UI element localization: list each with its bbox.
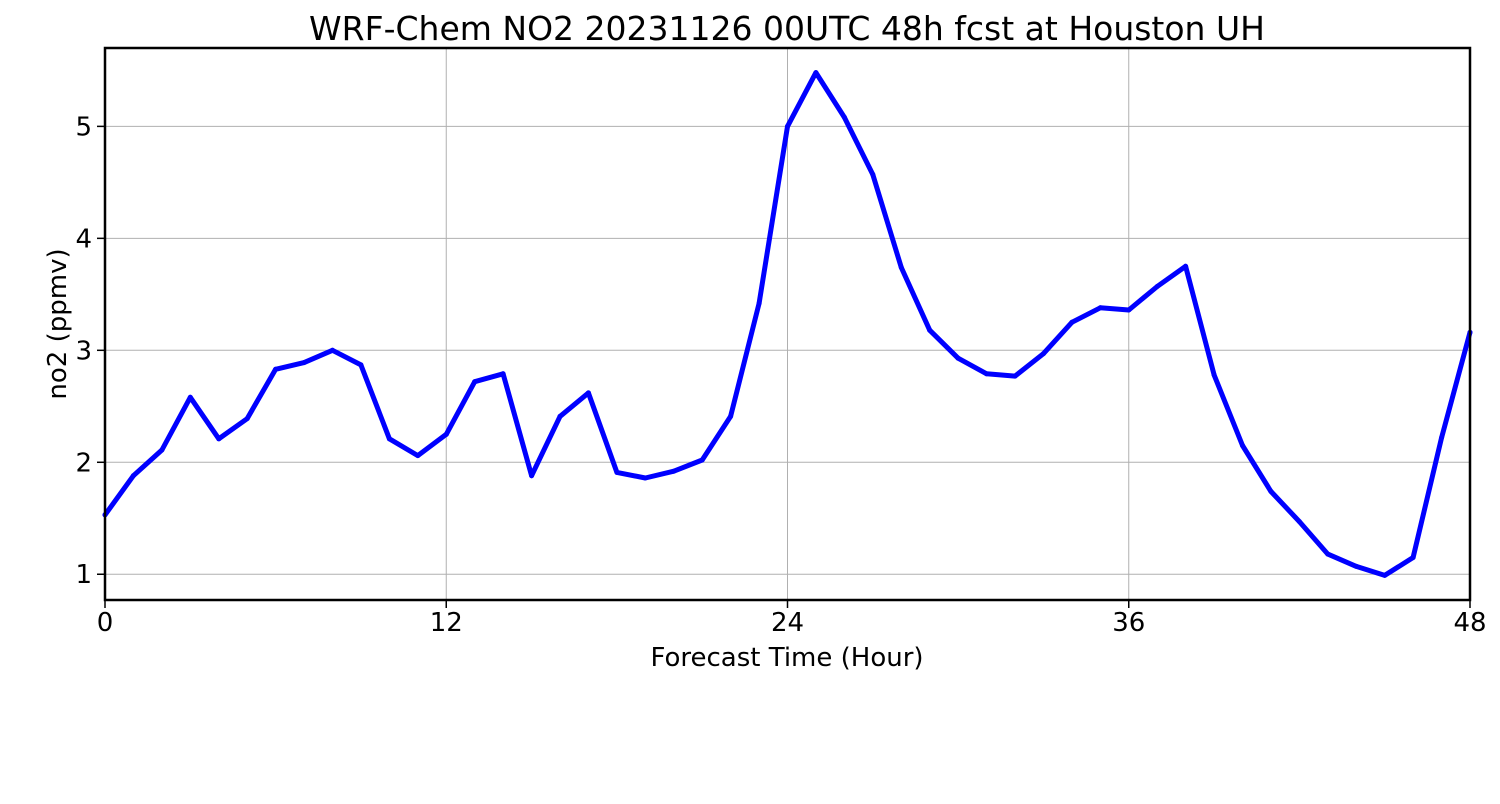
data-point <box>614 469 620 475</box>
x-tick-label: 12 <box>430 608 463 638</box>
data-point <box>813 70 819 76</box>
data-point <box>955 355 961 361</box>
x-tick-label: 0 <box>97 608 114 638</box>
data-point <box>728 413 734 419</box>
data-point <box>529 473 535 479</box>
x-axis: 0 12 24 36 48 <box>97 600 1487 638</box>
data-point <box>1126 307 1132 313</box>
data-point <box>301 360 307 366</box>
data-point <box>330 347 335 353</box>
data-point <box>1097 305 1103 311</box>
data-point <box>159 447 165 453</box>
data-point <box>557 413 563 419</box>
data-point <box>841 114 847 120</box>
data-point <box>415 453 421 459</box>
data-point <box>870 172 876 177</box>
data-point <box>386 436 392 442</box>
data-point <box>927 327 933 333</box>
y-tick-label: 5 <box>75 112 92 142</box>
data-point <box>1240 443 1245 448</box>
data-point <box>1012 373 1018 379</box>
y-tick-label: 4 <box>75 224 92 254</box>
data-point <box>1268 488 1274 494</box>
data-point <box>1296 519 1302 525</box>
data-point <box>756 300 762 306</box>
data-point <box>1069 319 1075 325</box>
y-axis: 1 2 3 4 5 <box>75 112 105 590</box>
data-point <box>244 416 250 422</box>
chart-title: WRF-Chem NO2 20231126 00UTC 48h fcst at … <box>309 9 1265 48</box>
x-tick-label: 24 <box>771 608 804 638</box>
data-point <box>1183 263 1189 269</box>
data-point <box>443 431 449 437</box>
data-point <box>1410 555 1416 560</box>
data-point <box>130 473 136 479</box>
data-point <box>216 436 222 442</box>
data-point <box>1154 284 1160 289</box>
x-tick-label: 48 <box>1453 608 1486 638</box>
data-point <box>984 371 990 377</box>
data-point <box>472 379 478 385</box>
data-point <box>898 265 904 270</box>
data-point <box>1439 435 1445 441</box>
data-point <box>1382 572 1388 578</box>
y-tick-label: 2 <box>75 448 92 478</box>
data-point <box>785 123 790 129</box>
y-tick-label: 3 <box>75 336 92 366</box>
series-layer <box>102 70 1473 578</box>
x-axis-label: Forecast Time (Hour) <box>650 643 923 673</box>
data-point <box>699 457 705 463</box>
data-point <box>358 362 364 368</box>
data-point <box>1040 351 1046 357</box>
data-point <box>187 394 193 400</box>
y-tick-label: 1 <box>75 560 92 590</box>
x-tick-label: 36 <box>1112 608 1145 638</box>
data-point <box>1325 551 1331 557</box>
data-point <box>273 366 279 372</box>
data-point <box>500 371 506 377</box>
data-point <box>1211 372 1217 378</box>
data-point <box>642 475 648 481</box>
data-point <box>585 390 591 396</box>
data-point <box>671 468 677 474</box>
data-point <box>1353 563 1359 569</box>
y-axis-label: no2 (ppmv) <box>43 248 73 399</box>
